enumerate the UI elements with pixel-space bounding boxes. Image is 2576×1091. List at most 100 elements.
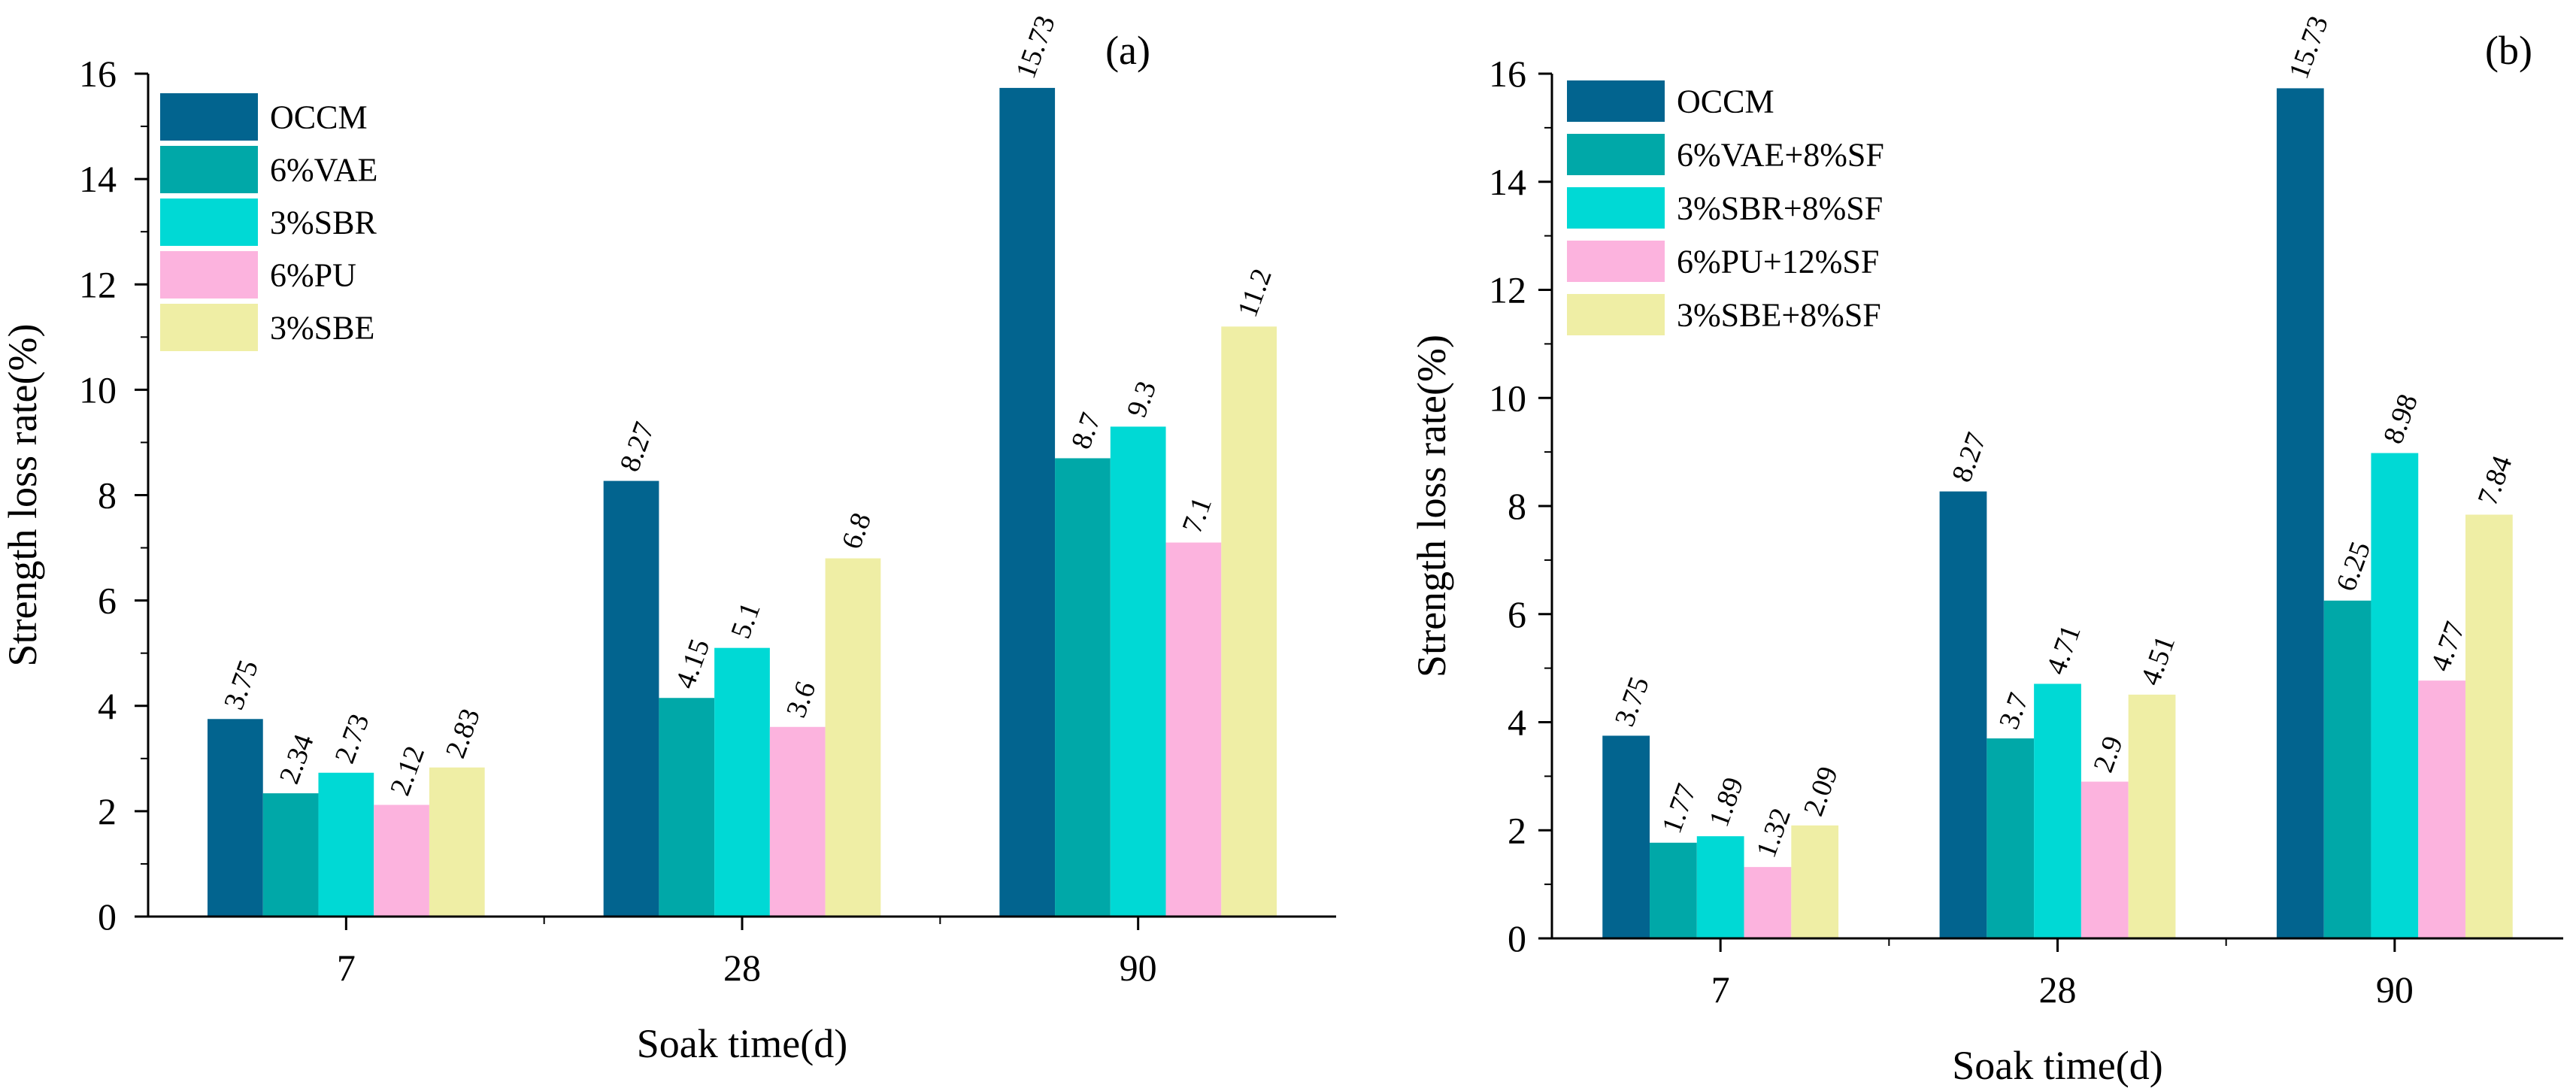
legend-swatch: [1567, 80, 1665, 122]
y-tick-label: 0: [98, 896, 117, 938]
data-label: 2.9: [2087, 732, 2129, 777]
data-label: 6.8: [835, 509, 877, 553]
y-tick-label: 16: [79, 53, 117, 95]
bar: [1110, 426, 1166, 917]
y-tick-label: 16: [1489, 53, 1526, 95]
legend-swatch: [160, 251, 258, 299]
y-tick-label: 6: [1508, 593, 1526, 635]
y-tick-label: 8: [1508, 485, 1526, 527]
legend-label: 3%SBR: [270, 205, 377, 241]
bar: [2418, 680, 2465, 938]
x-tick-label: 7: [1711, 968, 1730, 1011]
data-label: 7.84: [2471, 452, 2518, 510]
y-tick-label: 8: [98, 474, 117, 517]
y-tick-label: 2: [1508, 809, 1526, 851]
y-tick-label: 4: [98, 685, 117, 727]
data-label: 2.73: [329, 710, 375, 768]
bar: [2276, 88, 2324, 938]
y-tick-label: 10: [79, 368, 117, 411]
data-label: 2.83: [440, 705, 486, 762]
bar: [208, 719, 263, 917]
x-tick-label: 28: [723, 947, 761, 989]
bar: [1221, 326, 1277, 917]
legend-swatch: [1567, 294, 1665, 335]
data-label: 3.6: [780, 677, 823, 722]
y-tick-label: 6: [98, 580, 117, 622]
y-tick-label: 0: [1508, 917, 1526, 959]
bar: [2080, 781, 2129, 938]
data-label: 2.09: [1798, 762, 1844, 820]
bar: [1744, 867, 1792, 938]
data-label: 1.77: [1656, 780, 1702, 838]
bar: [318, 772, 374, 917]
data-label: 9.3: [1121, 377, 1163, 421]
bar: [659, 698, 715, 917]
chart-panel-b: 3.75 8.27 15.73 1.77 3.7 6.25 1.89 4.71 8.98 1.32…: [1409, 12, 2563, 1088]
bar: [1165, 542, 1222, 917]
x-tick-label: 90: [1120, 947, 1157, 989]
bar: [825, 558, 881, 917]
legend-label: 6%PU: [270, 257, 356, 294]
data-label: 4.77: [2425, 617, 2471, 675]
y-axis-title: Strength loss rate(%): [1409, 335, 1454, 677]
x-tick-label: 7: [337, 947, 356, 989]
bar: [999, 87, 1056, 917]
bar: [1987, 738, 2035, 938]
bar: [1055, 458, 1111, 917]
data-label: 8.7: [1065, 409, 1108, 453]
bar: [1602, 735, 1650, 938]
data-label: 11.2: [1232, 265, 1278, 322]
x-tick-label: 28: [2039, 968, 2077, 1011]
data-label: 2.34: [274, 730, 320, 788]
x-tick-label: 90: [2376, 968, 2414, 1011]
data-label: 7.1: [1176, 493, 1218, 538]
panel-label: (b): [2485, 28, 2532, 73]
legend-label: OCCM: [270, 99, 368, 136]
data-label: 4.71: [2040, 621, 2087, 679]
data-label: 15.73: [1010, 11, 1062, 83]
data-label: 15.73: [2283, 12, 2335, 83]
bar: [1650, 842, 1697, 938]
legend-label: 6%PU+12%SF: [1677, 244, 1879, 280]
data-label: 2.12: [384, 742, 431, 800]
data-label: 1.32: [1750, 804, 1797, 862]
legend-label: 6%VAE: [270, 152, 377, 189]
data-label: 4.15: [669, 635, 716, 692]
legend-swatch: [160, 199, 258, 246]
x-axis-title: Soak time(d): [1952, 1043, 2162, 1088]
data-label: 3.75: [1609, 673, 1656, 731]
legend-label: 3%SBR+8%SF: [1677, 190, 1883, 227]
data-label: 8.27: [614, 418, 661, 476]
legend-swatch: [160, 304, 258, 351]
panel-label: (a): [1105, 28, 1150, 73]
legend-label: 6%VAE+8%SF: [1677, 137, 1884, 174]
data-label: 4.51: [2135, 632, 2181, 689]
bar: [262, 793, 319, 917]
x-axis-title: Soak time(d): [637, 1021, 847, 1066]
legend-label: OCCM: [1677, 83, 1774, 120]
bar: [2323, 600, 2371, 938]
data-label: 8.27: [1946, 429, 1993, 486]
bar: [603, 480, 659, 917]
bar: [2371, 453, 2419, 938]
data-label: 3.75: [218, 656, 265, 714]
bar: [429, 767, 485, 917]
data-label: 5.1: [725, 599, 767, 643]
data-label: 8.98: [2377, 390, 2424, 448]
bar: [2034, 683, 2081, 938]
bar: [714, 647, 770, 917]
bar: [374, 805, 429, 917]
y-tick-label: 10: [1489, 377, 1526, 419]
y-tick-label: 14: [1489, 161, 1526, 203]
legend-label: 3%SBE: [270, 310, 374, 347]
legend-swatch: [1567, 241, 1665, 282]
data-label: 6.25: [2330, 538, 2377, 596]
y-tick-label: 4: [1508, 702, 1526, 744]
bar: [769, 726, 826, 917]
y-tick-label: 2: [98, 790, 117, 832]
y-axis-title: Strength loss rate(%): [0, 324, 45, 667]
data-label: 3.7: [1993, 689, 2035, 733]
bar: [2465, 514, 2513, 938]
legend-swatch: [1567, 187, 1665, 229]
